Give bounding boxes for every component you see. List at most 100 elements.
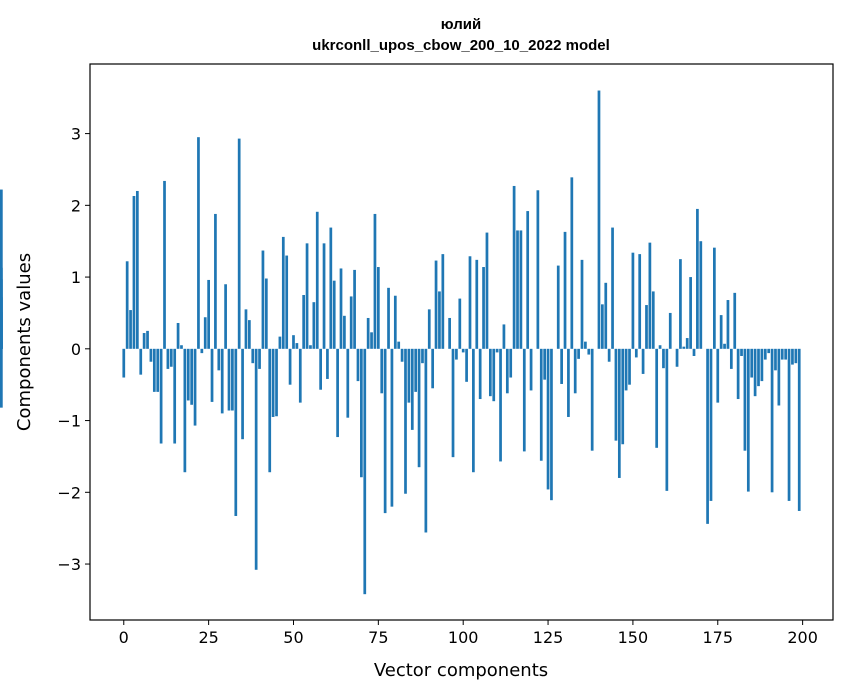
bar xyxy=(651,291,655,349)
bar xyxy=(329,227,333,349)
bar xyxy=(740,348,743,356)
bar xyxy=(312,302,316,349)
bar xyxy=(539,348,543,461)
bar xyxy=(662,348,665,369)
bar xyxy=(556,265,560,349)
bar xyxy=(383,348,387,514)
bar xyxy=(360,348,363,478)
y-axis-label: Components values xyxy=(14,253,35,431)
bar xyxy=(343,315,346,349)
bar xyxy=(264,278,268,349)
x-axis-label: Vector components xyxy=(374,660,548,681)
bar xyxy=(180,345,183,349)
bar xyxy=(791,348,794,365)
bar xyxy=(346,348,350,418)
bar xyxy=(736,348,740,400)
bar xyxy=(298,348,302,403)
bar xyxy=(485,232,489,349)
bar xyxy=(373,213,377,349)
bar xyxy=(580,259,584,349)
bar xyxy=(641,348,645,374)
bar xyxy=(604,282,608,349)
chart-title: юлий xyxy=(441,16,481,33)
bar xyxy=(322,243,326,349)
bar xyxy=(0,348,3,408)
bar xyxy=(431,348,435,389)
bar xyxy=(767,348,771,354)
bar xyxy=(733,292,737,349)
bar xyxy=(438,291,441,349)
bar xyxy=(509,348,513,378)
bar xyxy=(163,180,166,349)
bar xyxy=(336,348,339,438)
bar xyxy=(424,348,428,533)
bar xyxy=(393,295,397,349)
bar xyxy=(237,138,241,349)
bar xyxy=(326,348,329,379)
bar xyxy=(682,346,686,349)
bar xyxy=(203,317,207,349)
x-tick-label: 25 xyxy=(198,628,218,647)
bar xyxy=(512,185,516,349)
bar xyxy=(285,255,289,349)
x-tick-label: 150 xyxy=(618,628,649,647)
bar xyxy=(780,348,784,360)
bar xyxy=(475,259,479,349)
y-tick-label: 2 xyxy=(71,196,81,215)
bar xyxy=(570,177,574,349)
bar xyxy=(461,348,465,353)
bar xyxy=(522,348,526,452)
bar xyxy=(183,348,187,473)
bar xyxy=(658,345,662,349)
bar xyxy=(543,348,547,380)
bar xyxy=(135,190,139,349)
bar xyxy=(679,259,682,349)
bar xyxy=(186,348,190,401)
bar xyxy=(217,348,221,371)
bar xyxy=(607,348,611,362)
bar xyxy=(421,348,424,364)
bar xyxy=(248,320,251,349)
bar xyxy=(275,348,278,417)
bar xyxy=(254,348,258,570)
bar xyxy=(617,348,621,478)
bar xyxy=(573,348,577,394)
bar xyxy=(132,196,136,349)
bar xyxy=(224,284,227,349)
x-tick-label: 0 xyxy=(119,628,129,647)
bar xyxy=(190,348,194,405)
bar xyxy=(492,348,496,402)
bar xyxy=(319,348,322,390)
bar xyxy=(472,348,475,473)
bar xyxy=(244,309,248,349)
bar xyxy=(376,267,380,349)
bar xyxy=(142,333,146,349)
bar xyxy=(763,348,767,360)
bar xyxy=(696,208,699,349)
bar xyxy=(750,348,754,378)
bar xyxy=(292,335,295,349)
bar xyxy=(468,256,472,349)
bar xyxy=(621,348,625,445)
bar xyxy=(339,268,343,349)
bar xyxy=(166,348,170,369)
bar xyxy=(227,348,231,411)
chart-subtitle: ukrconll_upos_cbow_200_10_2022 model xyxy=(312,37,610,54)
bar xyxy=(309,345,312,349)
bar xyxy=(404,348,407,494)
y-tick-label: 0 xyxy=(71,340,81,359)
x-tick-label: 125 xyxy=(533,628,564,647)
bar xyxy=(746,348,750,492)
x-axis-ticks: 0 25 50 75 100 125 150 175 200 xyxy=(119,620,818,647)
bar xyxy=(719,315,723,349)
y-tick-label: 3 xyxy=(71,125,81,144)
bar xyxy=(519,230,523,349)
bar xyxy=(169,348,173,367)
bar xyxy=(261,250,265,349)
bar xyxy=(760,348,764,382)
bar xyxy=(397,341,401,349)
y-tick-label: 1 xyxy=(71,268,81,287)
bar xyxy=(716,348,720,403)
bar xyxy=(645,305,648,349)
x-tick-label: 100 xyxy=(448,628,479,647)
